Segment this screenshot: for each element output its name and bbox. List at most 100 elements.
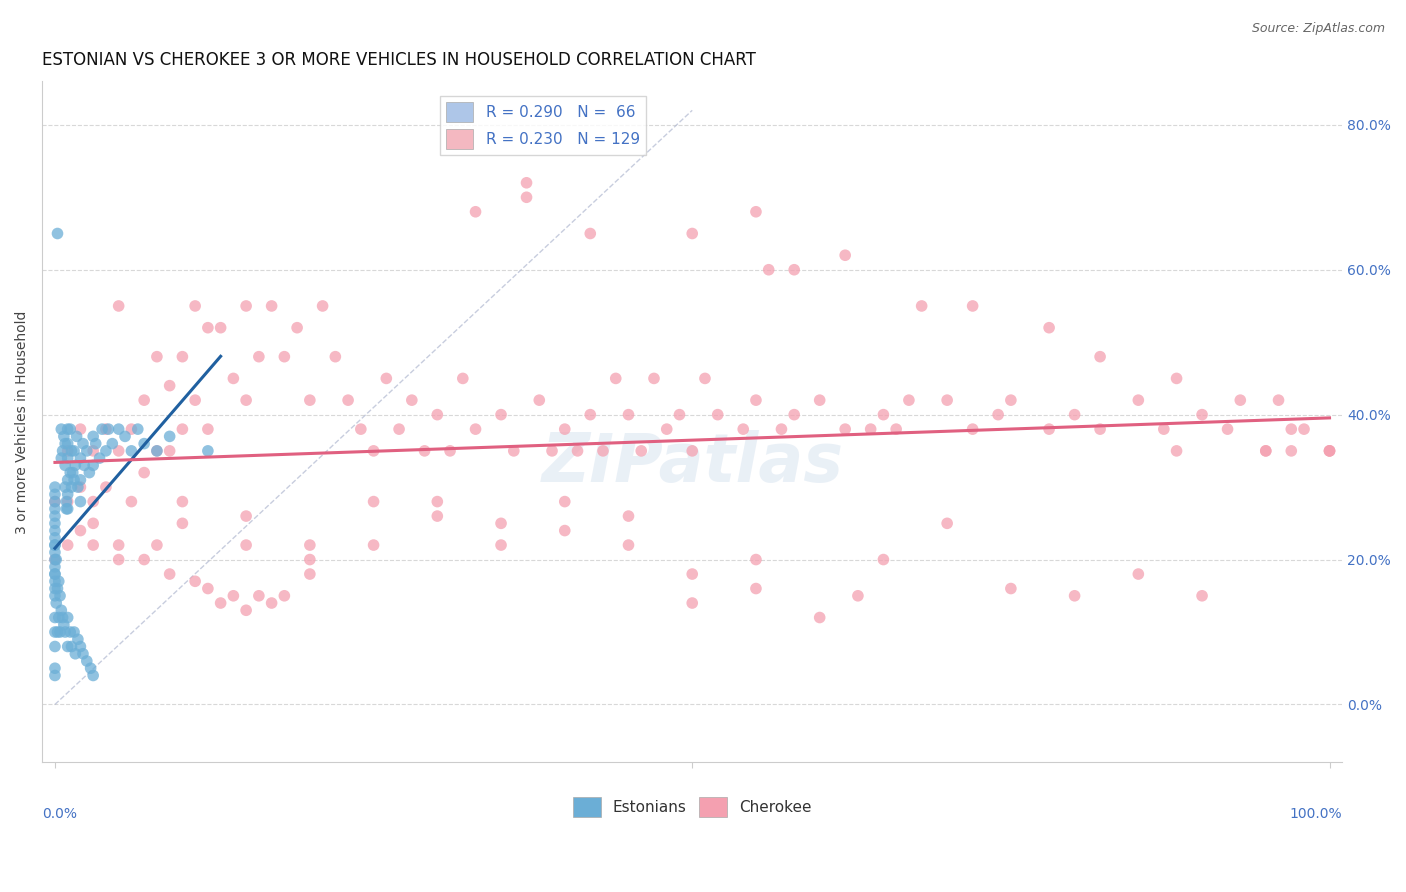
Point (745, 552, 768, 566)
Text: Source: ZipAtlas.com: Source: ZipAtlas.com (1251, 22, 1385, 36)
Point (69, 473, 91, 487)
Point (273, 350, 295, 364)
Point (745, 393, 768, 408)
Point (82, 429, 104, 443)
Point (197, 320, 219, 334)
Point (65, 429, 87, 443)
Point (489, 408, 512, 422)
Point (56, 640, 79, 654)
Point (172, 516, 194, 531)
Point (55, 494, 77, 508)
Point (808, 610, 831, 624)
Point (911, 299, 934, 313)
Point (63, 473, 86, 487)
Point (222, 589, 245, 603)
Point (44, 640, 66, 654)
Point (52, 610, 75, 624)
Point (1254, 443, 1277, 458)
Point (936, 393, 959, 408)
Point (94, 480, 117, 494)
Point (567, 443, 589, 458)
Point (834, 248, 856, 262)
Point (159, 378, 181, 392)
Point (44, 625, 66, 640)
Point (44, 538, 66, 552)
Point (554, 524, 576, 538)
Point (1267, 393, 1289, 408)
Point (541, 443, 564, 458)
Point (681, 567, 703, 582)
Point (44, 567, 66, 582)
Point (146, 443, 169, 458)
Point (55, 501, 77, 516)
Point (1319, 443, 1341, 458)
Point (439, 443, 461, 458)
Point (1229, 393, 1251, 408)
Point (44, 494, 66, 508)
Point (184, 574, 207, 589)
Point (44, 487, 66, 501)
Point (502, 443, 524, 458)
Point (808, 393, 831, 408)
Point (706, 408, 728, 422)
Point (668, 408, 690, 422)
Point (592, 443, 614, 458)
Point (94, 443, 117, 458)
Point (84, 436, 107, 450)
Point (52, 429, 75, 443)
Point (48, 574, 70, 589)
Point (350, 422, 373, 436)
Point (1166, 371, 1188, 385)
Point (515, 190, 537, 204)
Point (56, 610, 79, 624)
Point (859, 422, 882, 436)
Point (45, 552, 67, 566)
Point (146, 350, 169, 364)
Point (630, 443, 652, 458)
Point (107, 552, 129, 566)
Point (107, 443, 129, 458)
Point (363, 494, 385, 508)
Point (681, 227, 703, 241)
Point (1088, 350, 1111, 364)
Point (1319, 443, 1341, 458)
Point (936, 516, 959, 531)
Point (82, 516, 104, 531)
Point (298, 538, 321, 552)
Point (69, 480, 91, 494)
Point (69, 422, 91, 436)
Point (311, 299, 333, 313)
Point (46, 582, 69, 596)
Point (66, 632, 89, 647)
Point (247, 589, 270, 603)
Point (579, 408, 602, 422)
Point (56, 494, 79, 508)
Point (56, 538, 79, 552)
Point (872, 408, 894, 422)
Point (235, 509, 257, 524)
Point (107, 422, 129, 436)
Point (94, 422, 117, 436)
Point (681, 596, 703, 610)
Point (65, 458, 87, 473)
Point (987, 408, 1010, 422)
Point (56, 422, 79, 436)
Point (1191, 408, 1213, 422)
Point (197, 582, 219, 596)
Point (962, 422, 984, 436)
Point (1000, 393, 1022, 408)
Point (298, 567, 321, 582)
Point (1153, 422, 1175, 436)
Point (489, 516, 512, 531)
Point (79, 466, 101, 480)
Point (44, 567, 66, 582)
Point (235, 299, 257, 313)
Point (63, 443, 86, 458)
Point (159, 567, 181, 582)
Point (643, 371, 665, 385)
Point (44, 494, 66, 508)
Point (44, 661, 66, 675)
Point (489, 538, 512, 552)
Point (91, 422, 114, 436)
Point (56, 487, 79, 501)
